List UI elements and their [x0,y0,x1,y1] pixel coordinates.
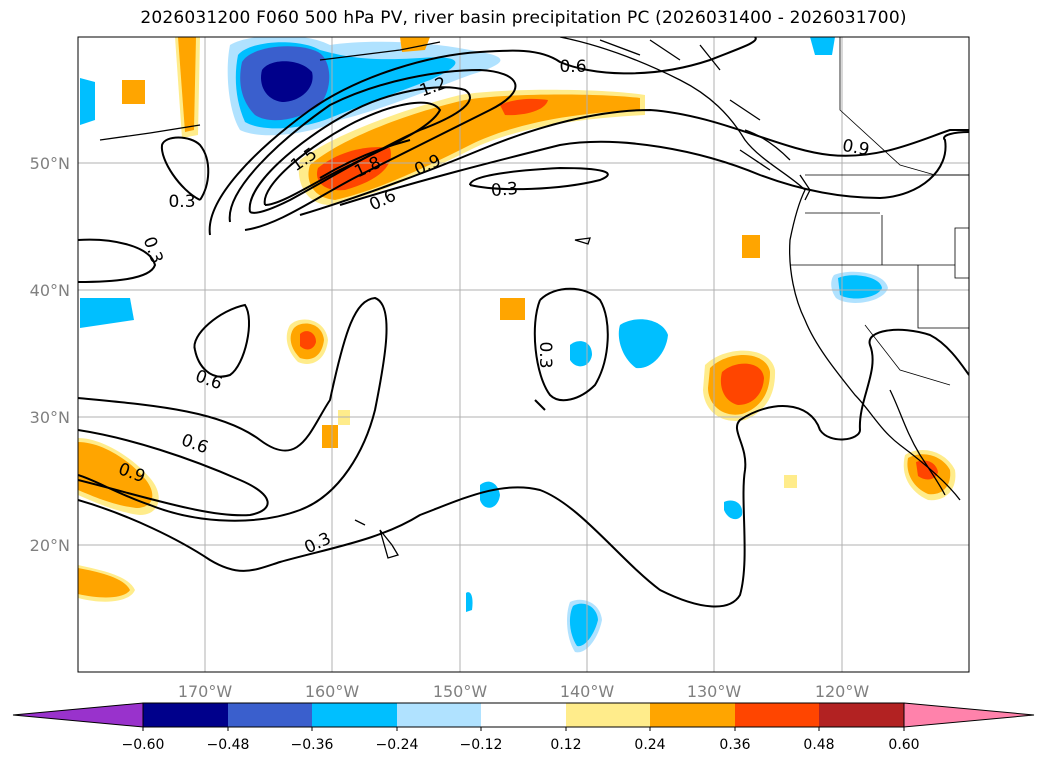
positive-anomaly-area [78,442,153,508]
colorbar-tick-label: −0.36 [291,737,334,753]
lat-tick-label: 50°N [30,154,70,173]
colorbar-segment [228,703,312,727]
colorbar-ticks [142,727,905,731]
figure-title: 2026031200 F060 500 hPa PV, river basin … [140,8,907,28]
colorbar-extend-right [903,702,1035,728]
colorbar-segment [143,703,228,727]
positive-anomaly-area [500,98,548,116]
map-plot-area: 0.6 1.2 1.5 1.8 0.9 0.6 0.3 0.9 0.3 0.3 … [78,37,969,672]
longitude-labels: 170°W 160°W 150°W 140°W 130°W 120°W [178,682,870,701]
colorbar-frame [142,702,905,728]
contour-label: 0.3 [301,529,334,559]
colorbar-tick-label: −0.48 [207,737,250,753]
colorbar-tick-label: 0.60 [888,737,919,753]
positive-anomaly-area [317,147,391,191]
negative-anomaly-area [80,78,95,125]
colorbar-segment [650,703,735,727]
colorbar-segment [312,703,397,727]
colorbar-segment [566,703,650,727]
negative-anomaly-area [569,603,598,647]
lon-tick-label: 130°W [687,682,742,701]
lon-tick-label: 160°W [305,682,360,701]
colorbar-extend-left [12,702,144,728]
positive-anomaly-area [178,37,196,132]
positive-anomaly-area [500,298,525,320]
lon-tick-label: 150°W [433,682,488,701]
contour-label: 0.6 [193,366,225,394]
lat-tick-label: 40°N [30,281,70,300]
colorbar-segment [397,703,481,727]
colorbar-tick-label: −0.24 [376,737,419,753]
negative-anomaly-area [466,592,473,612]
contour-label: 0.6 [559,57,586,77]
colorbar-segment [735,703,819,727]
contour-label: 0.3 [168,192,195,212]
positive-anomaly-area [720,363,764,405]
colorbar-tick-label: 0.36 [719,737,750,753]
lon-tick-label: 170°W [178,682,233,701]
positive-anomaly-area [784,475,797,488]
positive-anomaly-area [308,94,640,200]
positive-anomaly-area [322,425,338,448]
negative-anomaly-area [810,37,835,55]
contour-label: 0.3 [535,341,555,368]
negative-anomaly-area [480,481,500,508]
contour-label: 0.9 [841,136,871,160]
negative-anomaly-area [80,298,134,328]
lat-tick-label: 20°N [30,536,70,555]
colorbar: −0.60 −0.48 −0.36 −0.24 −0.12 0.12 0.24 … [12,702,1035,753]
colorbar-tick-label: 0.12 [550,737,581,753]
positive-anomaly-area [78,568,130,598]
contour-label: 0.3 [490,179,519,201]
lon-tick-label: 120°W [815,682,870,701]
positive-anomaly-area [300,331,316,350]
lon-tick-label: 140°W [560,682,615,701]
positive-anomaly-area [122,80,145,104]
gridlines [78,37,969,672]
political-boundaries [790,37,969,386]
latitude-labels: 50°N 40°N 30°N 20°N [30,154,70,555]
positive-anomaly-area [742,235,760,258]
negative-anomaly-area [724,500,743,520]
contour-label: 0.3 [139,234,167,266]
colorbar-tick-label: 0.24 [634,737,665,753]
colorbar-tick-label: −0.60 [122,737,165,753]
lat-tick-label: 30°N [30,408,70,427]
negative-anomaly-area [260,61,313,102]
contour-label: 0.6 [179,430,211,458]
coastlines [99,37,961,559]
map-frame [77,36,970,673]
colorbar-tick-label: 0.48 [803,737,834,753]
negative-anomaly-area [838,275,882,299]
negative-anomaly-area [618,319,668,369]
pv-contours [78,37,969,608]
colorbar-tick-label: −0.12 [460,737,503,753]
colorbar-segment [481,703,566,727]
colorbar-segment [819,703,904,727]
negative-anomaly-area [570,341,592,367]
